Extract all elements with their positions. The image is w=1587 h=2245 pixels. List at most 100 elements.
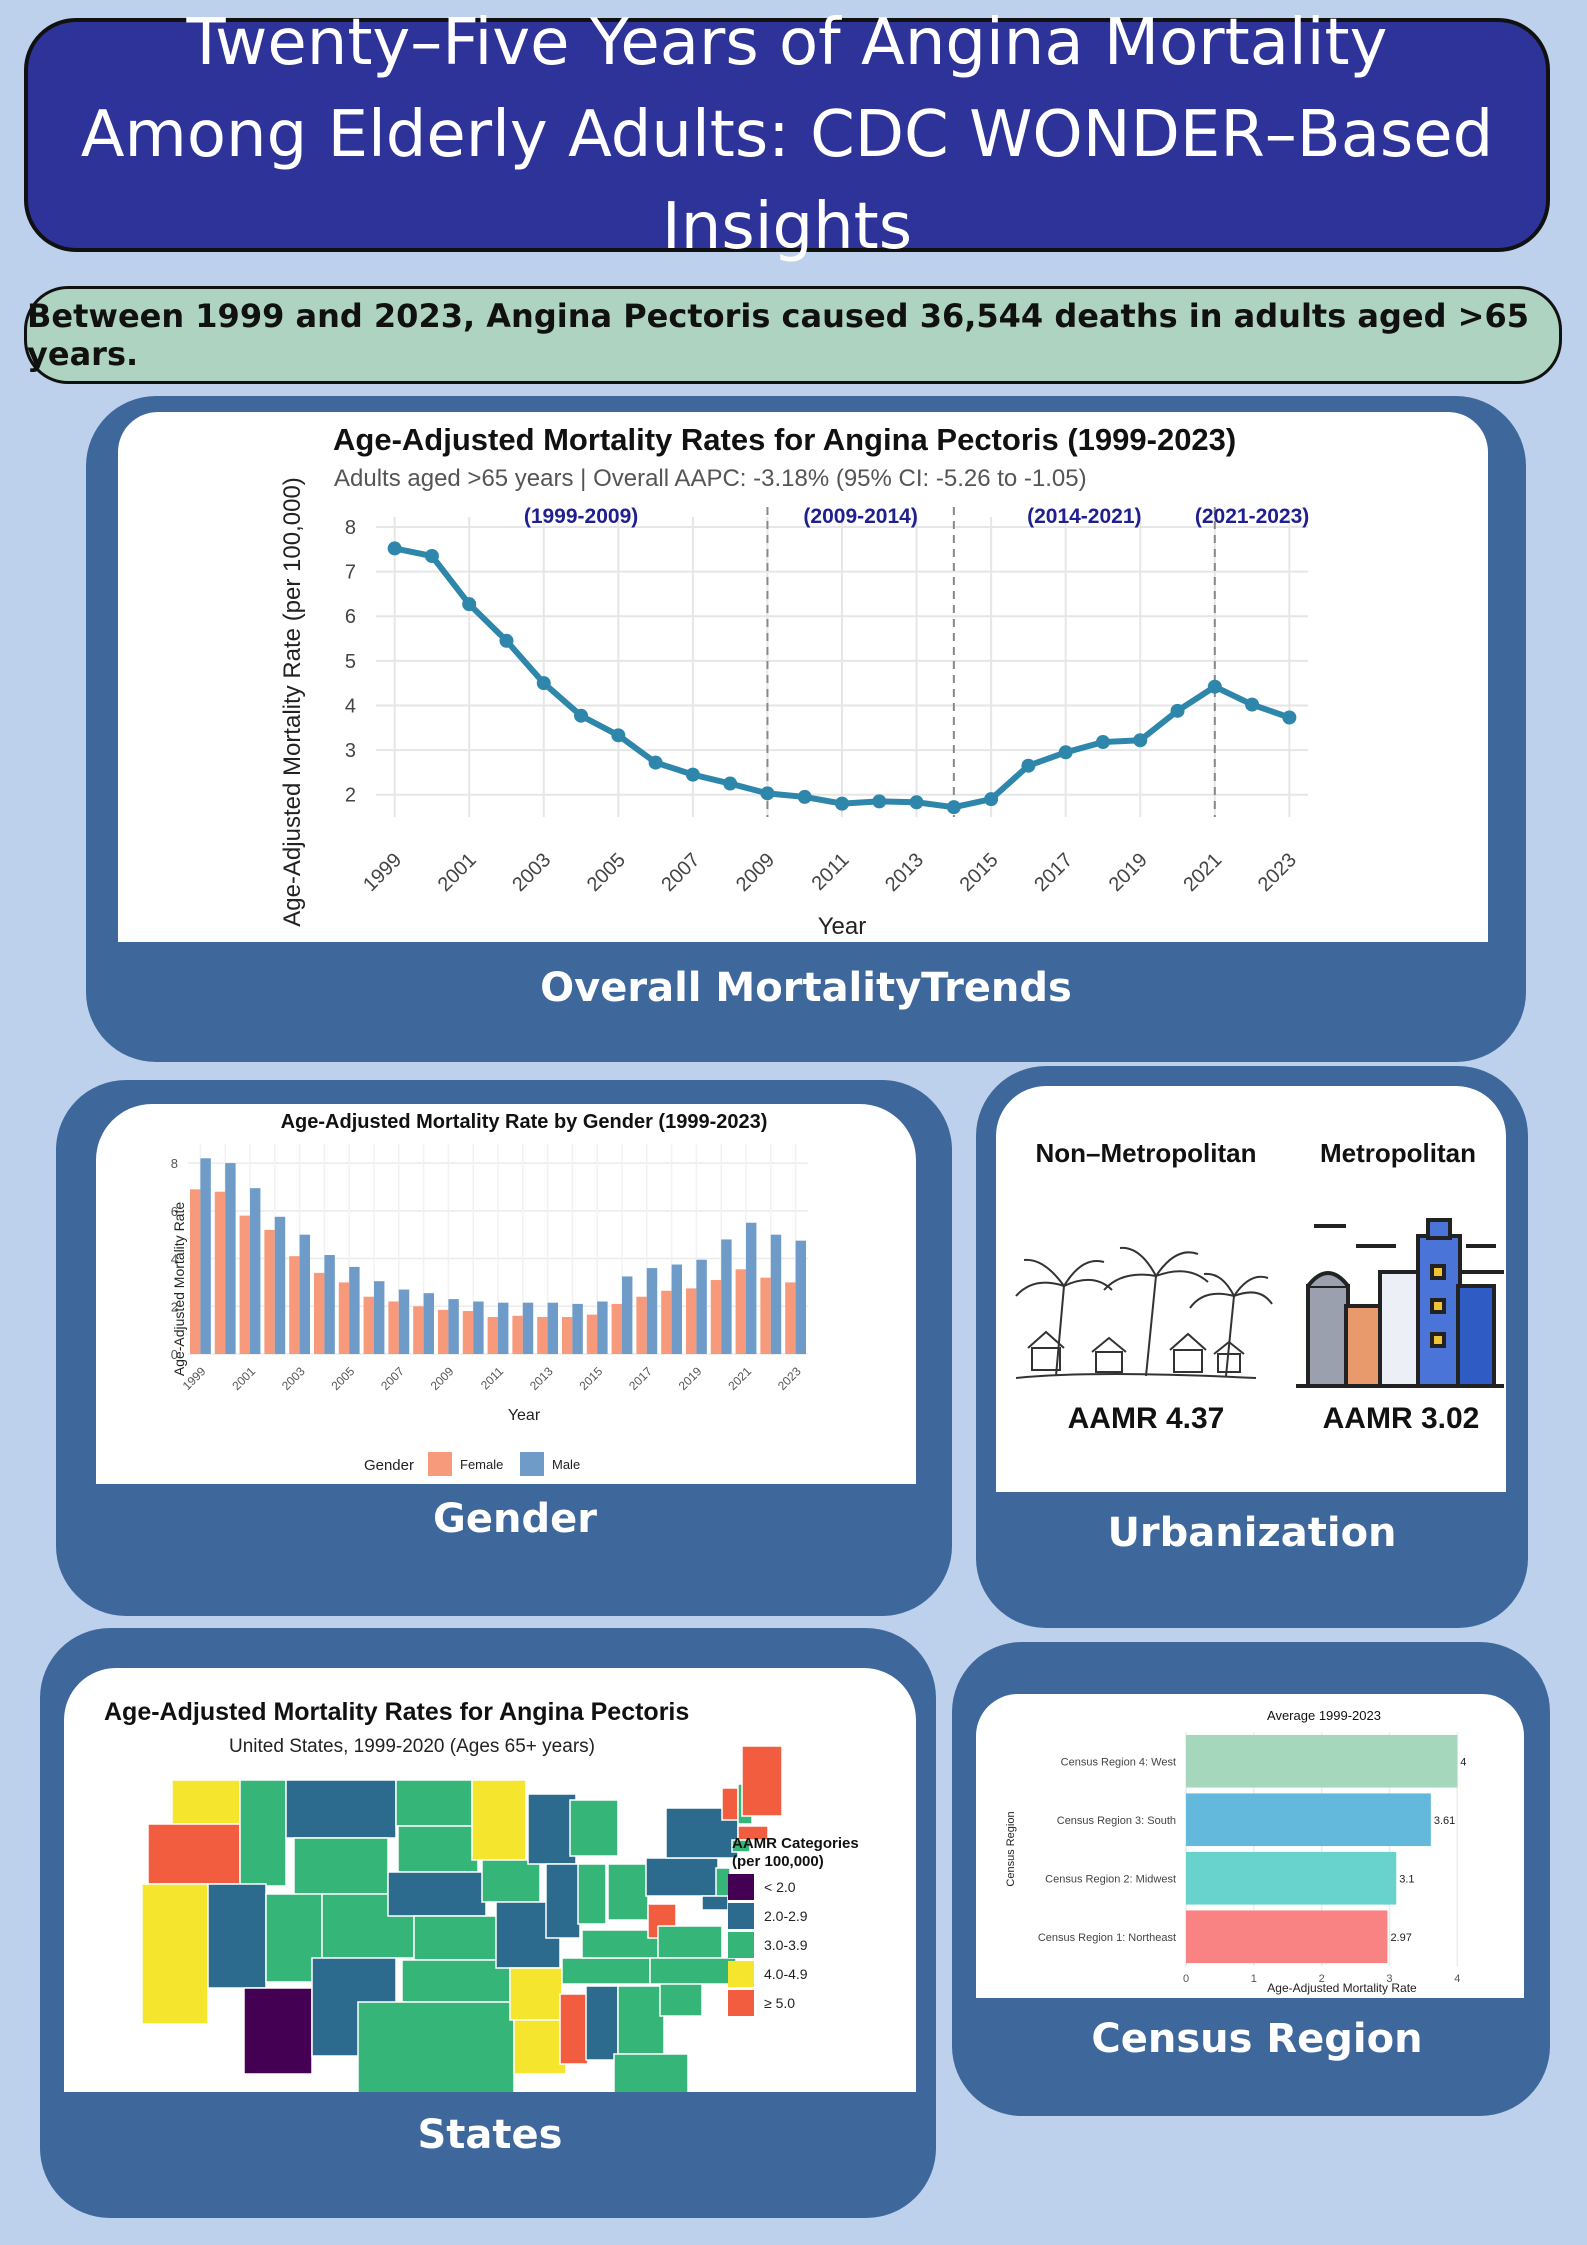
states-map: Age-Adjusted Mortality Rates for Angina … [104,1698,859,2092]
segment-label: (2009-2014) [803,505,917,528]
legend-swatch [520,1452,544,1476]
y-tick-label: Census Region 2: Midwest [1045,1873,1176,1885]
data-point [1282,710,1297,725]
bar-male [547,1302,559,1354]
bar-male [473,1301,484,1354]
bar-male [423,1293,435,1354]
y-tick-label: 2 [345,785,356,807]
bar-female [338,1282,350,1354]
legend-swatch [728,1932,754,1958]
x-tick-label: 2015 [956,849,1003,896]
y-axis-label: Age-Adjusted Mortality Rate [171,1202,187,1377]
data-point [909,795,924,810]
bar-male [795,1240,807,1354]
y-tick-label: 4 [171,1252,178,1267]
legend-subtitle: (per 100,000) [732,1853,824,1870]
x-tick-label: 2019 [1105,849,1152,896]
x-tick-label: 2007 [657,849,704,896]
value-label: 4 [1460,1756,1466,1768]
bar-male [448,1299,459,1354]
bar-female [413,1306,424,1354]
city-buildings-icon [1296,1218,1504,1388]
x-tick-label: 2017 [626,1364,655,1393]
state-ma [737,1825,769,1841]
state-tn [561,1957,651,1985]
data-point [1207,679,1222,694]
urbanization-graphic: Non–Metropolitan Metropolitan [1015,1138,1504,1435]
bar-male [398,1289,410,1354]
metro-label: Metropolitan [1320,1138,1476,1168]
y-tick-label: 5 [345,651,356,673]
legend-swatch [428,1452,452,1476]
bar-male [225,1163,236,1354]
state-nj [715,1867,731,1899]
state-id [239,1779,287,1887]
legend-swatch [728,1874,754,1900]
y-axis-label: Census Region [1005,1811,1017,1886]
state-az [243,1987,313,2075]
legend-label: 4.0-4.9 [764,1966,808,1982]
data-point [387,541,402,556]
x-tick-label: 2023 [1254,849,1301,896]
state-wy [293,1837,389,1895]
state-mi [569,1799,619,1857]
state-wi [527,1793,577,1865]
legend-label: < 2.0 [764,1879,796,1895]
overall-panel-label: Overall MortalityTrends [540,965,1072,1011]
bar-female [239,1215,250,1354]
y-tick-label: 4 [345,695,356,717]
data-point [872,794,887,809]
overall-line-chart: Age-Adjusted Mortality Rates for Angina … [279,422,1309,940]
gender-bar-chart: Age-Adjusted Mortality Rate by Gender (1… [171,1111,808,1476]
bar-female [313,1272,325,1354]
bar-male [597,1301,608,1354]
bar-male [622,1276,633,1354]
x-tick-label: 2001 [229,1364,258,1393]
legend-swatch [728,1961,754,1987]
bar-female [537,1317,548,1354]
region-bar [1186,1793,1431,1847]
bar-female [189,1189,201,1354]
x-tick-label: 2013 [527,1364,556,1393]
data-point [1170,703,1185,718]
bar-male [324,1254,335,1354]
data-point [685,767,700,782]
states-map-card: Age-Adjusted Mortality Rates for Angina … [64,1668,916,2092]
data-point [574,708,589,723]
value-label: 3.1 [1399,1873,1414,1885]
map-subtitle: United States, 1999-2020 (Ages 65+ years… [229,1736,595,1757]
data-point [835,796,849,811]
x-tick-label: 2007 [378,1364,407,1393]
x-tick-label: 0 [1183,1973,1189,1985]
census-chart-card: Average 1999-2023 0 1 2 3 4 Census Region 4: W… [976,1694,1524,1998]
x-tick-label: 2015 [577,1364,606,1393]
states-panel-label: States [417,2112,563,2158]
state-md [701,1895,729,1911]
x-tick-label: 2003 [279,1364,308,1393]
page-title: Twenty–Five Years of Angina Mortality Am… [24,6,1550,264]
data-point [1095,735,1110,750]
bar-male [498,1302,509,1354]
gender-chart-card: Age-Adjusted Mortality Rate by Gender (1… [96,1104,916,1484]
state-ms [559,1993,589,2065]
bar-female [586,1314,598,1354]
state-la [513,2019,567,2075]
y-tick-label: 3 [345,740,356,762]
bar-female [636,1296,647,1354]
y-tick-label: 7 [345,562,356,584]
bar-female [388,1301,399,1354]
y-tick-label: 8 [345,517,356,539]
nonmetro-label: Non–Metropolitan [1036,1138,1257,1168]
x-tick-label: 2019 [676,1364,705,1393]
state-mt [285,1779,397,1839]
state-ga [617,1985,665,2055]
bar-female [611,1303,622,1354]
bar-male [349,1266,360,1354]
bar-male [696,1259,707,1354]
state-ne [387,1871,487,1917]
data-point [648,755,663,770]
census-panel-label: Census Region [1091,2016,1423,2062]
x-tick-label: 2023 [775,1364,804,1393]
bar-female [214,1191,226,1354]
state-ca [141,1883,209,2025]
